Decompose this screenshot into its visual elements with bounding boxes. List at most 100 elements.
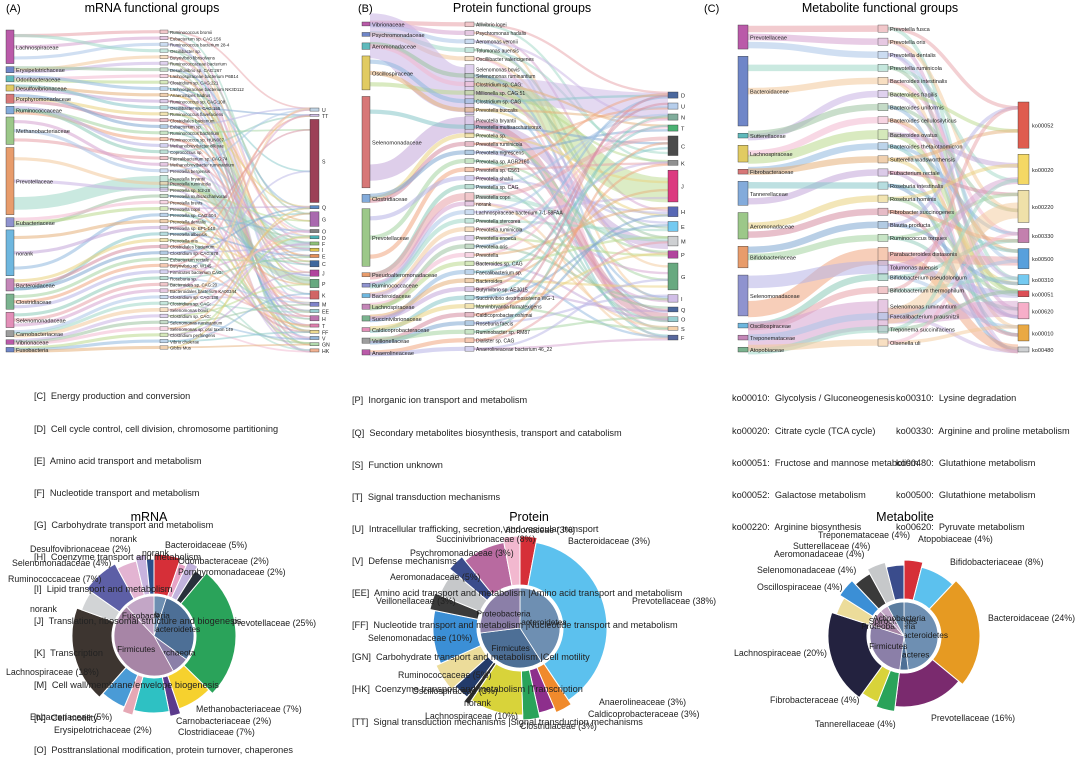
sankey-middle-node	[160, 346, 168, 349]
sankey-middle-node	[160, 87, 168, 90]
sankey-right-label: S	[681, 327, 685, 333]
sankey-right-node	[668, 170, 678, 202]
sankey-middle-label: Prevotella ruminicola	[890, 66, 943, 72]
sankey-middle-label: Prevotella sp. AGR2160	[476, 159, 530, 165]
sankey-middle-node	[160, 264, 168, 267]
sankey-left-node	[362, 56, 370, 90]
sankey-middle-label: Prevotella sp. CAG	[476, 185, 519, 191]
sankey-left-node	[362, 294, 370, 298]
sankey-right-label: F	[322, 242, 325, 248]
sankey-left-label: Oscillospiraceae	[750, 324, 791, 330]
sankey-left-label: Carnobacteriaceae	[16, 332, 63, 338]
sankey-right-node	[310, 236, 319, 239]
sankey-middle-label: Lachnospiraceae bacterium NK3D112	[170, 87, 244, 92]
sankey-left-node	[738, 323, 748, 328]
sankey-right-label: E	[322, 254, 326, 260]
sankey-middle-label: Lachnospiraceae bacterium P6B14	[170, 74, 239, 79]
pie-outer-label: Fibrobacteraceae (4%)	[770, 695, 860, 705]
sankey-middle-node	[878, 326, 888, 333]
pie-inner-label: Actinobacteria	[873, 613, 926, 623]
sankey-middle-node	[465, 142, 474, 147]
sankey-middle-label: Bacteroides sp. CAG	[476, 262, 523, 268]
sankey-middle-label: Oscillibacter sp.	[170, 49, 201, 54]
legend-item: [C] Energy production and conversion	[34, 391, 293, 402]
sankey-middle-label: Caldicoprobacter oshimai	[476, 313, 532, 319]
sankey-right-node	[310, 261, 319, 267]
sankey-middle-node	[465, 82, 474, 87]
legend-item: [P] Inorganic ion transport and metaboli…	[352, 395, 682, 406]
legend-item: [H] Coenzyme transport and metabolism	[34, 552, 293, 563]
sankey-right-label: J	[681, 185, 684, 191]
sankey-left-label: Lachnospiraceae	[750, 152, 793, 158]
pie-outer-label: Tannerellaceae (4%)	[815, 719, 896, 729]
sankey-middle-label: Faecalibacterium sp.	[476, 270, 522, 276]
sankey-middle-label: Gibbs Mus	[170, 346, 192, 351]
pie-outer-label: Bacteroidaceae (24%)	[988, 613, 1075, 623]
sankey-right-node	[310, 212, 319, 227]
legend-item: ko00480: Glutathione metabolism	[896, 458, 1070, 469]
sankey-left-label: Eubacteriaceae	[16, 221, 55, 227]
sankey-right-node	[310, 316, 319, 321]
legend-item: [GN] Carbohydrate transport and metaboli…	[352, 652, 682, 663]
panel-c-title: Metabolite functional groups	[802, 1, 958, 15]
sankey-middle-node	[160, 55, 168, 58]
pie-outer-label: Lachnospiraceae (20%)	[734, 648, 827, 658]
sankey-left-label: Prevotellaceae	[16, 180, 53, 186]
sankey-middle-label: Prevotella brevis	[170, 201, 203, 206]
sankey-left-label: Erysipelotrichaceae	[16, 68, 65, 74]
sankey-right-node	[310, 291, 319, 299]
sankey-left-node	[362, 96, 370, 187]
sankey-middle-label: Selenomonas sp. oral taxon 149	[170, 327, 234, 332]
sankey-middle-node	[878, 130, 888, 140]
legend-item: [D] Cell cycle control, cell division, c…	[34, 424, 293, 435]
sankey-right-node	[668, 327, 678, 331]
sankey-middle-label: Methanobrevibacter ruminantium	[170, 163, 235, 168]
sankey-middle-label: Allivibrio logei	[476, 23, 507, 29]
sankey-middle-node	[160, 207, 168, 210]
sankey-middle-label: Prevotella	[476, 253, 498, 259]
legend-item: [G] Carbohydrate transport and metabolis…	[34, 520, 293, 531]
sankey-middle-label: Selenomonas ruminantium	[476, 74, 535, 80]
sankey-middle-label: Selenomonas ruminantium	[890, 305, 957, 311]
sankey-middle-label: Prevotella oris	[170, 238, 199, 243]
sankey-middle-node	[160, 169, 168, 172]
sankey-middle-node	[465, 287, 474, 292]
sankey-middle-label: Butyrivibrio sp. AE3015	[476, 287, 528, 293]
sankey-left-node	[738, 133, 748, 138]
sankey-middle-label: Prevotella bryantii	[476, 118, 516, 124]
sankey-right-node	[668, 114, 678, 120]
sankey-left-label: Bacteroidaceae	[16, 283, 55, 289]
sankey-left-label: Selenomonadaceae	[750, 294, 800, 300]
sankey-left-label: Porphyromonadaceae	[16, 97, 71, 103]
sankey-middle-node	[878, 169, 888, 176]
sankey-middle-label: Tolumonas auensis	[890, 265, 938, 271]
sankey-middle-label: Faecalibacterium sp. CAG:74	[170, 156, 228, 161]
sankey-middle-node	[160, 150, 168, 153]
sankey-middle-label: Bacteroides	[476, 279, 503, 285]
sankey-left-node	[6, 347, 14, 352]
sankey-right-node	[668, 136, 678, 156]
sankey-left-label: Prevotellaceae	[372, 236, 409, 242]
sankey-left-node	[362, 22, 370, 26]
sankey-middle-label: Bifidobacterium pseudolongum	[890, 275, 967, 281]
sankey-middle-node	[465, 244, 474, 249]
sankey-left-label: Psychromonadaceae	[372, 33, 425, 39]
sankey-middle-label: Oscillibacter sp. CAG:155	[170, 106, 221, 111]
sankey-left-node	[6, 94, 14, 103]
sankey-middle-label: Anaerolineaceae bacterium 46_22	[476, 347, 552, 353]
sankey-right-label: U	[681, 105, 685, 111]
sankey-right-node	[668, 125, 678, 131]
sankey-right-label: ko00310	[1032, 278, 1053, 284]
legend-kegg-2: ko00310: Lysine degradation ko00330: Arg…	[896, 372, 1070, 543]
panel-b-tag: (B)	[358, 3, 373, 15]
sankey-middle-node	[465, 329, 474, 334]
sankey-middle-node	[160, 36, 168, 39]
sankey-middle-label: Prevotella sp. tc2-28	[170, 188, 211, 193]
pie-inner-label: Bacteroidetes	[897, 630, 948, 640]
sankey-left-label: Prevotellaceae	[750, 36, 787, 42]
sankey-right-node	[668, 335, 678, 340]
sankey-middle-node	[160, 194, 168, 197]
sankey-middle-node	[465, 295, 474, 300]
sankey-middle-node	[160, 74, 168, 77]
sankey-middle-node	[160, 320, 168, 323]
